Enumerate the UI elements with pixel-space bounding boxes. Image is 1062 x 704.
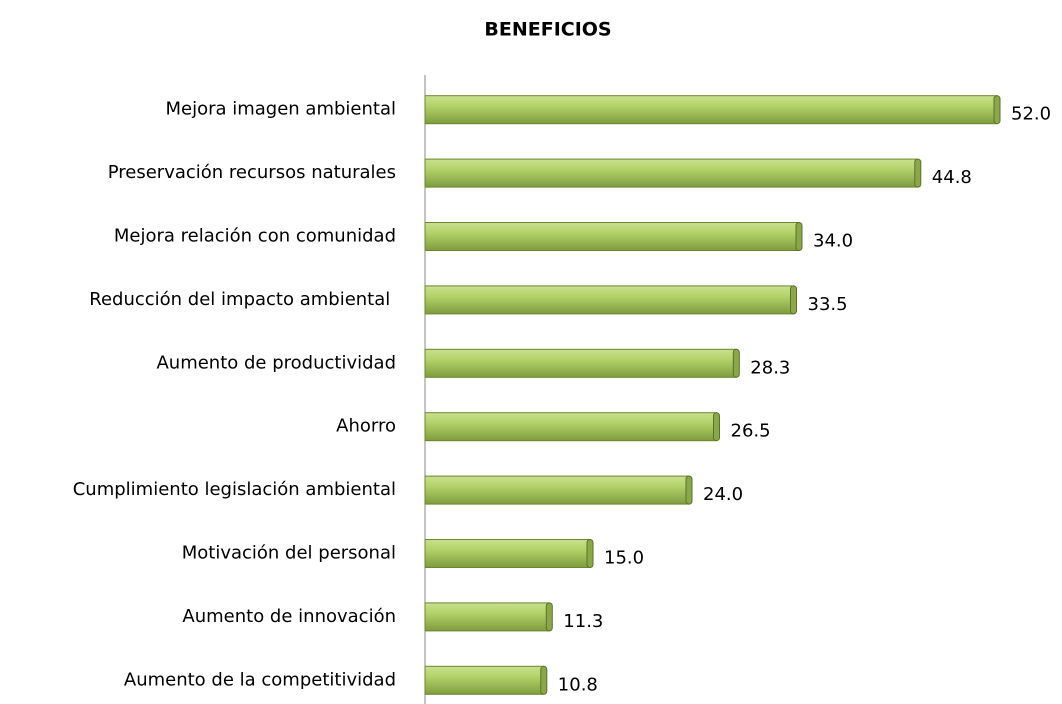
bar-end [540,665,548,695]
bar-end [545,602,553,632]
bar [424,222,800,251]
y-tick-label: Motivación del personal [182,543,396,564]
bar-end [993,95,1001,125]
value-label: 28.3 [750,357,790,378]
y-tick-label: Aumento de la competitividad [124,669,396,690]
y-tick-label: Ahorro [336,416,396,437]
value-label: 10.8 [558,674,598,695]
bar [424,348,737,378]
bar [424,539,591,568]
y-tick-label: Mejora relación con comunidad [114,226,396,247]
y-tick-label: Aumento de productividad [156,352,396,373]
bar-end [795,222,803,251]
y-tick-label: Reducción del impacto ambiental [89,289,396,310]
value-label: 15.0 [604,548,644,569]
value-label: 44.8 [932,167,972,188]
bar-end [713,412,720,442]
bar-end [790,285,797,315]
bar [424,475,690,505]
bar-end [685,475,693,505]
bar-end [586,539,594,568]
bar-end [914,158,922,188]
y-tick-label: Aumento de innovación [182,606,396,627]
chart-title: BENEFICIOS [484,19,611,41]
bar-end [732,348,740,378]
value-label: 34.0 [813,231,853,252]
value-label: 52.0 [1011,104,1051,125]
bar [424,412,717,442]
bar [424,95,998,125]
y-tick-label: Mejora imagen ambiental [165,99,396,120]
bar [424,285,794,315]
bar [424,158,919,188]
bar [424,665,545,695]
y-tick-label: Preservación recursos naturales [108,162,396,183]
bar [424,602,550,632]
value-label: 26.5 [731,421,771,442]
value-label: 33.5 [808,294,848,315]
value-label: 24.0 [703,484,743,505]
value-label: 11.3 [563,611,603,632]
y-tick-label: Cumplimiento legislación ambiental [73,479,396,500]
